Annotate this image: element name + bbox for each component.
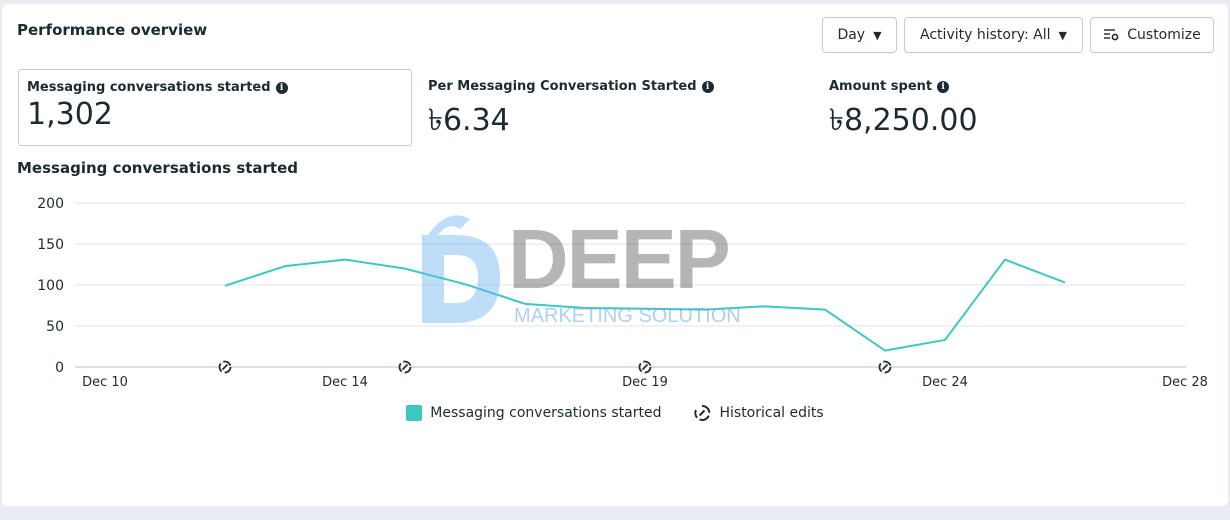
teal-swatch-icon — [406, 405, 423, 421]
day-dropdown[interactable]: Day ▼ — [822, 17, 897, 53]
data-point[interactable] — [522, 301, 528, 307]
historical-edit-icon — [694, 404, 711, 421]
metric-cost-per-conversation[interactable]: Per Messaging Conversation Started i ৳6.3… — [420, 69, 814, 146]
performance-overview-card — [2, 4, 1228, 506]
metric-amount-spent[interactable]: Amount spent i ৳8,250.00 — [821, 69, 1215, 146]
metric-messaging-conversations[interactable]: Messaging conversations started i 1,302 — [18, 69, 412, 146]
data-point[interactable] — [462, 281, 468, 287]
metric-value: ৳6.34 — [428, 103, 510, 138]
y-tick-label: 150 — [37, 237, 64, 253]
historical-edit-icon[interactable] — [878, 360, 892, 374]
data-point[interactable] — [402, 266, 408, 272]
x-tick-label: Dec 19 — [622, 375, 668, 390]
data-point[interactable] — [762, 303, 768, 309]
data-point[interactable] — [882, 348, 888, 354]
x-tick-label: Dec 14 — [322, 375, 368, 390]
customize-icon — [1104, 29, 1119, 41]
data-point[interactable] — [582, 305, 588, 311]
page-title: Performance overview — [17, 21, 208, 39]
x-tick-label: Dec 10 — [82, 375, 128, 390]
historical-edit-icon[interactable] — [218, 360, 232, 374]
data-point[interactable] — [1002, 257, 1008, 263]
y-tick-label: 100 — [37, 278, 64, 294]
caret-down-icon: ▼ — [873, 28, 882, 42]
metric-label: Per Messaging Conversation Started — [428, 79, 697, 94]
historical-edit-icon[interactable] — [638, 360, 652, 374]
customize-button[interactable]: Customize — [1090, 17, 1214, 53]
data-point[interactable] — [222, 283, 228, 289]
metric-value: 1,302 — [27, 97, 113, 132]
data-point[interactable] — [282, 263, 288, 269]
data-point[interactable] — [822, 307, 828, 313]
caret-down-icon: ▼ — [1058, 28, 1067, 42]
activity-history-label: Activity history: All — [920, 27, 1051, 43]
info-icon[interactable]: i — [937, 80, 950, 93]
data-point[interactable] — [642, 306, 648, 312]
data-point[interactable] — [702, 307, 708, 313]
info-icon[interactable]: i — [701, 80, 714, 93]
x-tick-label: Dec 24 — [922, 375, 968, 390]
metric-label: Messaging conversations started — [27, 80, 271, 95]
x-tick-label: Dec 28 — [1162, 375, 1208, 390]
metric-label: Amount spent — [829, 79, 933, 94]
y-tick-label: 200 — [37, 196, 64, 212]
legend-label: Historical edits — [719, 405, 824, 421]
legend-item-historical-edits[interactable]: Historical edits — [693, 404, 824, 422]
chart-title: Messaging conversations started — [17, 159, 299, 177]
line-chart: 0 50 100 150 200 Dec 10 Dec 14 Dec 19 Dec 24 Dec … — [37, 196, 1208, 390]
legend-item-series[interactable]: Messaging conversations started — [406, 404, 661, 422]
customize-label: Customize — [1127, 27, 1201, 43]
activity-history-dropdown[interactable]: Activity history: All ▼ — [904, 17, 1083, 53]
day-dropdown-label: Day — [837, 27, 866, 43]
info-icon[interactable]: i — [275, 81, 288, 94]
data-point[interactable] — [342, 257, 348, 263]
legend-label: Messaging conversations started — [430, 405, 662, 421]
y-tick-label: 0 — [55, 360, 64, 376]
data-point[interactable] — [1062, 280, 1068, 286]
y-tick-label: 50 — [46, 319, 64, 335]
series-line — [224, 258, 1066, 352]
data-point[interactable] — [942, 337, 948, 343]
historical-edit-icon[interactable] — [398, 360, 412, 374]
metric-value: ৳8,250.00 — [829, 103, 978, 138]
chart-legend: Messaging conversations started Historic… — [0, 404, 1230, 422]
